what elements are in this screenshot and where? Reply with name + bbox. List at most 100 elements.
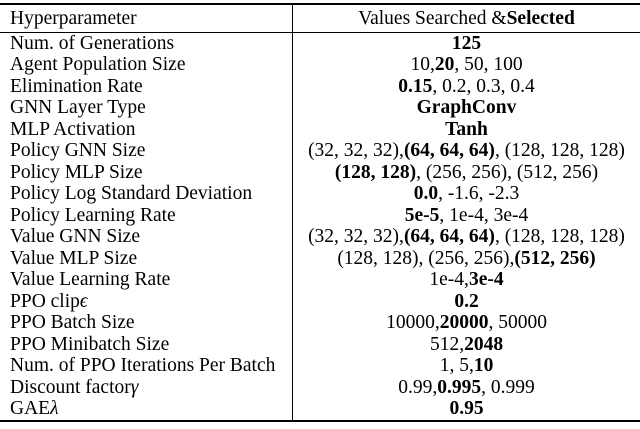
hyperparameter-cell: Policy MLP Size <box>0 162 292 184</box>
value-text: (32, 32, 32), <box>308 140 404 162</box>
hyperparameter-cell: GNN Layer Type <box>0 98 292 120</box>
value-selected: 20 <box>434 54 455 76</box>
hyperparameter-text: Discount factor <box>10 377 131 398</box>
hyperparameter-text: PPO Batch Size <box>10 312 135 334</box>
value-text: , 1e-4, 3e-4 <box>439 205 529 226</box>
table-row: PPO Batch Size 10000, 20000, 50000 <box>0 312 640 335</box>
hyperparameter-text: GNN Layer Type <box>10 97 146 119</box>
table-row: PPO clip ϵ 0.2 <box>0 291 640 313</box>
hyperparameter-text: Value MLP Size <box>10 248 138 269</box>
hyperparameter-cell: Value Learning Rate <box>0 270 292 292</box>
value-selected: 0.15 <box>398 76 433 97</box>
values-cell: 0.15, 0.2, 0.3, 0.4 <box>292 76 640 98</box>
table-row: Policy Log Standard Deviation 0.0, -1.6, … <box>0 183 640 206</box>
hyperparameter-text: Elimination Rate <box>10 76 143 97</box>
hyperparameter-text: ϵ <box>79 291 88 312</box>
hyperparameter-cell: Agent Population Size <box>0 55 292 77</box>
value-text: , -1.6, -2.3 <box>438 183 520 205</box>
hyperparameter-text: Agent Population Size <box>10 54 186 76</box>
value-selected: GraphConv <box>416 97 517 119</box>
value-selected: 0.95 <box>449 398 484 420</box>
table-row: MLP Activation Tanh <box>0 119 640 141</box>
hyperparameter-cell: Num. of Generations <box>0 33 292 55</box>
hyperparameter-text: MLP Activation <box>10 119 136 140</box>
value-text: , 0.999 <box>481 377 535 398</box>
value-selected: (64, 64, 64) <box>403 140 495 162</box>
hyperparameter-cell: PPO Batch Size <box>0 313 292 335</box>
hyperparameter-text: GAE <box>10 398 51 420</box>
hyperparameter-cell: MLP Activation <box>0 119 292 141</box>
values-cell: (32, 32, 32), (64, 64, 64), (128, 128, 1… <box>292 140 640 162</box>
header-col2-text: Values Searched & <box>358 7 507 29</box>
hyperparameter-text: λ <box>50 398 59 420</box>
table-row: Elimination Rate 0.15, 0.2, 0.3, 0.4 <box>0 76 640 98</box>
hyperparameter-cell: Policy GNN Size <box>0 141 292 163</box>
hyperparameter-text: Policy Learning Rate <box>10 205 176 226</box>
header-col1-text: Hyperparameter <box>10 7 137 29</box>
values-cell: (128, 128), (256, 256), (512, 256) <box>292 162 640 184</box>
value-text: , (128, 128, 128) <box>494 140 625 162</box>
value-selected: (512, 256) <box>514 248 596 269</box>
table-row: Num. of Generations 125 <box>0 33 640 55</box>
table-row: GNN Layer Type GraphConv <box>0 97 640 120</box>
hyperparameter-table: Hyperparameter Values Searched & Selecte… <box>0 3 640 422</box>
value-text: 512, <box>429 334 465 355</box>
value-text: 10000, <box>386 312 440 334</box>
values-cell: GraphConv <box>292 97 640 119</box>
value-text: , (128, 128, 128) <box>494 226 625 248</box>
value-text: 1e-4, <box>429 269 469 291</box>
hyperparameter-text: Policy GNN Size <box>10 140 146 162</box>
hyperparameter-text: Num. of Generations <box>10 33 175 54</box>
values-cell: 5e-5, 1e-4, 3e-4 <box>292 205 640 227</box>
header-col2-selected: Selected <box>506 7 575 29</box>
table-row: GAE λ 0.95 <box>0 398 640 421</box>
value-text: 1, 5, <box>439 355 474 377</box>
value-text: 0.99, <box>398 377 438 398</box>
table-row: Agent Population Size 10, 20, 50, 100 <box>0 54 640 77</box>
values-cell: 10000, 20000, 50000 <box>292 312 640 334</box>
values-cell: 0.95 <box>292 398 640 420</box>
hyperparameter-cell: Value MLP Size <box>0 248 292 270</box>
table-row: Policy MLP Size (128, 128), (256, 256), (… <box>0 162 640 184</box>
values-cell: Tanh <box>292 119 640 141</box>
header-hyperparameter: Hyperparameter <box>0 5 292 32</box>
values-cell: (128, 128), (256, 256), (512, 256) <box>292 248 640 270</box>
hyperparameter-text: Value GNN Size <box>10 226 140 248</box>
hyperparameter-text: Policy Log Standard Deviation <box>10 183 253 205</box>
header-values-searched-selected: Values Searched & Selected <box>292 5 640 32</box>
hyperparameter-cell: PPO Minibatch Size <box>0 334 292 356</box>
value-text: (128, 128), (256, 256), <box>337 248 515 269</box>
values-cell: 1, 5, 10 <box>292 355 640 377</box>
table-row: Value Learning Rate 1e-4, 3e-4 <box>0 269 640 292</box>
value-selected: 10 <box>473 355 494 377</box>
value-selected: (128, 128) <box>334 162 417 183</box>
table-row: Value MLP Size (128, 128), (256, 256), (5… <box>0 248 640 270</box>
hyperparameter-cell: Num. of PPO Iterations Per Batch <box>0 356 292 378</box>
table-row: Policy Learning Rate 5e-5, 1e-4, 3e-4 <box>0 205 640 227</box>
table-header-row: Hyperparameter Values Searched & Selecte… <box>0 5 640 33</box>
table-row: Discount factor γ 0.99, 0.995, 0.999 <box>0 377 640 399</box>
hyperparameter-text: Num. of PPO Iterations Per Batch <box>10 355 276 377</box>
table-body: Num. of Generations 125 Agent Population S… <box>0 33 640 420</box>
value-selected: 20000 <box>439 312 489 334</box>
value-text: , (256, 256), (512, 256) <box>416 162 599 183</box>
values-cell: 0.99, 0.995, 0.999 <box>292 377 640 399</box>
value-selected: Tanh <box>445 119 488 140</box>
hyperparameter-text: Policy MLP Size <box>10 162 143 183</box>
values-cell: 0.2 <box>292 291 640 313</box>
hyperparameter-cell: PPO clip ϵ <box>0 291 292 313</box>
values-cell: 512, 2048 <box>292 334 640 356</box>
hyperparameter-cell: Elimination Rate <box>0 76 292 98</box>
table-row: Value GNN Size (32, 32, 32), (64, 64, 64)… <box>0 226 640 249</box>
hyperparameter-cell: Policy Learning Rate <box>0 205 292 227</box>
value-text: (32, 32, 32), <box>308 226 404 248</box>
value-selected: (64, 64, 64) <box>403 226 495 248</box>
value-selected: 2048 <box>464 334 504 355</box>
value-selected: 125 <box>451 33 482 54</box>
hyperparameter-cell: Policy Log Standard Deviation <box>0 184 292 206</box>
hyperparameter-text: PPO Minibatch Size <box>10 334 170 355</box>
values-cell: 0.0, -1.6, -2.3 <box>292 183 640 205</box>
hyperparameter-cell: Value GNN Size <box>0 227 292 249</box>
hyperparameter-cell: GAE λ <box>0 399 292 421</box>
